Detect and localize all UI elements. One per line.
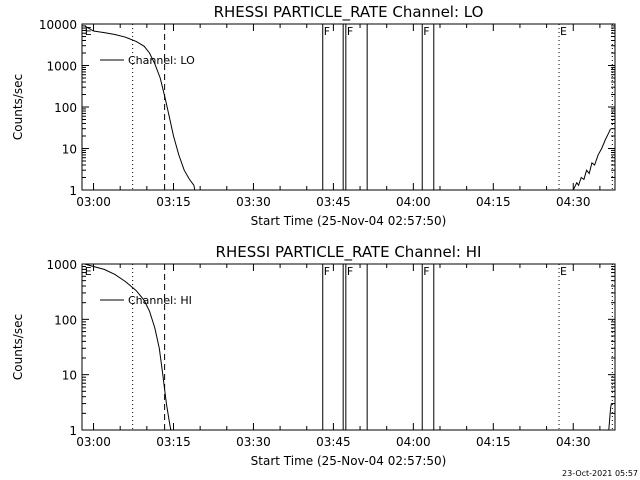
y-tick-label: 10	[62, 143, 77, 157]
chart-title: RHESSI PARTICLE_RATE Channel: HI	[216, 243, 482, 262]
footer-timestamp: 23-Oct-2021 05:57	[562, 469, 638, 478]
y-axis-label: Counts/sec	[11, 74, 25, 140]
flare-interval-box	[322, 23, 344, 191]
x-tick-label: 03:15	[156, 435, 191, 449]
x-tick-label: 03:45	[316, 435, 351, 449]
y-axis-label: Counts/sec	[11, 314, 25, 380]
series-line	[84, 25, 196, 191]
flare-interval-box	[345, 263, 368, 431]
plot-frame	[81, 263, 616, 431]
y-tick-label: 100	[54, 101, 77, 115]
x-tick-label: 03:00	[76, 195, 111, 209]
x-axis-label: Start Time (25-Nov-04 02:57:50)	[251, 454, 447, 468]
y-tick-label: 1000	[46, 60, 77, 74]
event-marker-label: F	[423, 25, 429, 38]
x-tick-label: 03:30	[236, 435, 271, 449]
event-marker-label: F	[347, 265, 353, 278]
y-tick-label: 10	[62, 369, 77, 383]
x-tick-label: 04:00	[396, 195, 431, 209]
legend-entry: Channel: LO	[128, 54, 195, 67]
panel-hi: RHESSI PARTICLE_RATE Channel: HI Start Ti…	[11, 243, 616, 468]
series-line-tail	[608, 403, 612, 431]
x-tick-label: 03:30	[236, 195, 271, 209]
event-marker-label: F	[347, 25, 353, 38]
x-axis-label: Start Time (25-Nov-04 02:57:50)	[251, 214, 447, 228]
x-tick-label: 04:15	[476, 195, 511, 209]
y-tick-label: 100	[54, 313, 77, 327]
x-tick-label: 04:30	[556, 435, 591, 449]
series-line-tail	[572, 128, 612, 191]
event-marker-label: F	[324, 25, 330, 38]
flare-interval-box	[345, 23, 368, 191]
event-marker-label: E	[560, 25, 567, 38]
x-tick-label: 03:45	[316, 195, 351, 209]
flare-interval-box	[322, 263, 344, 431]
event-marker-label: E	[85, 25, 92, 38]
x-tick-label: 04:00	[396, 435, 431, 449]
flare-interval-box	[421, 263, 435, 431]
event-marker-label: E	[560, 265, 567, 278]
event-marker-label: E	[85, 265, 92, 278]
plot-frame	[81, 23, 616, 191]
flare-interval-box	[421, 23, 435, 191]
series-line	[84, 263, 172, 431]
chart-title: RHESSI PARTICLE_RATE Channel: LO	[214, 3, 484, 22]
x-tick-label: 04:15	[476, 435, 511, 449]
event-marker-label: F	[423, 265, 429, 278]
x-tick-label: 04:30	[556, 195, 591, 209]
panel-lo: RHESSI PARTICLE_RATE Channel: LO Start Ti…	[11, 3, 616, 228]
y-tick-label: 1	[69, 424, 77, 438]
event-marker-label: F	[324, 265, 330, 278]
y-tick-label: 1	[69, 184, 77, 198]
x-tick-label: 03:00	[76, 435, 111, 449]
x-tick-label: 03:15	[156, 195, 191, 209]
y-tick-label: 1000	[46, 258, 77, 272]
legend-entry: Channel: HI	[128, 294, 192, 307]
y-tick-label: 10000	[39, 18, 77, 32]
